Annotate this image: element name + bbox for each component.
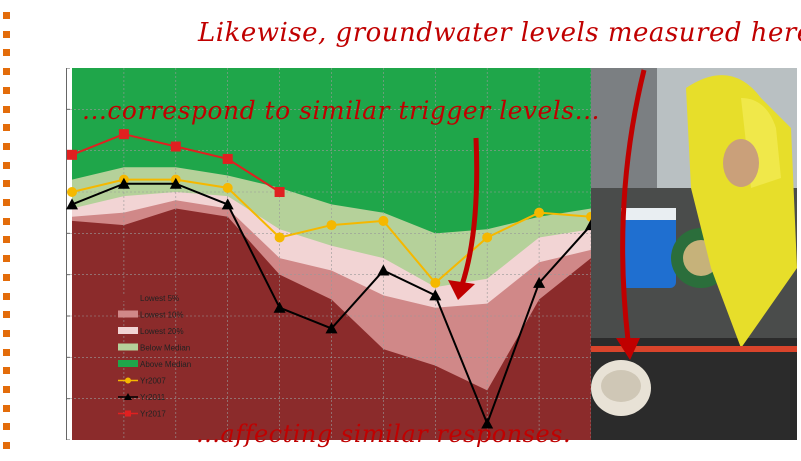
arrow-mid-to-chart: [459, 137, 480, 286]
bullet-square: [3, 105, 10, 113]
legend-label: Yr2007: [140, 377, 166, 386]
legend-marker: [125, 410, 131, 417]
yr2011-point: [429, 289, 442, 301]
legend-label: Below Median: [140, 344, 190, 353]
yr2007-point: [67, 187, 77, 197]
legend-swatch: [118, 360, 138, 367]
yr2017-point: [67, 149, 77, 160]
arrow-top-to-photo: [620, 69, 647, 341]
bullet-square: [3, 292, 10, 300]
yr2007-point: [534, 207, 545, 218]
bullet-square: [3, 68, 10, 76]
bullet-square: [3, 348, 10, 356]
bullet-square: [3, 236, 10, 244]
legend-swatch: [118, 327, 138, 334]
legend-marker: [124, 393, 132, 400]
bullet-square: [3, 329, 10, 337]
yr2011-point: [585, 219, 591, 231]
bullet-square: [3, 180, 10, 188]
yr2007-point: [222, 182, 233, 193]
yr2007-point: [378, 215, 389, 226]
yr2011-point: [169, 177, 182, 189]
bullet-column: [0, 0, 16, 461]
legend-label: Lowest 20%: [140, 327, 184, 336]
legend-swatch: [118, 294, 138, 301]
legend-label: Yr2017: [140, 410, 166, 419]
groundwater-chart: Lowest 5% Lowest 10% Lowest 20% Below Media…: [66, 68, 591, 440]
yr2017-point: [118, 129, 129, 140]
yr2007-point: [274, 232, 285, 243]
yr2011-point: [66, 198, 78, 210]
bullet-square: [3, 442, 10, 450]
bullet-square: [3, 142, 10, 150]
legend-label: Above Median: [140, 360, 191, 369]
legend-swatch: [118, 343, 138, 351]
yr2011-point: [221, 198, 234, 210]
yr2011-point: [533, 276, 546, 288]
bullet-square: [3, 217, 10, 225]
arrow-mid-head: [448, 280, 475, 300]
yr2011-point: [377, 264, 390, 276]
legend-label: Lowest 5%: [140, 294, 179, 303]
bullet-square: [3, 404, 10, 412]
bullet-square: [3, 49, 10, 57]
yr2007-point: [482, 232, 493, 243]
legend-label: Yr2011: [140, 393, 166, 402]
bullet-square: [3, 86, 10, 94]
yr2017-point: [274, 187, 285, 197]
bullet-square: [3, 199, 10, 206]
bullet-square: [3, 255, 10, 263]
legend-swatch: [118, 310, 138, 318]
bullet-square: [3, 311, 10, 319]
bullet-square: [3, 423, 10, 431]
yr2011-point: [273, 301, 286, 313]
bullet-square: [3, 273, 10, 281]
yr2007-point: [430, 277, 441, 288]
legend-label: Lowest 10%: [140, 311, 184, 320]
yr2011-point: [325, 322, 338, 334]
bullet-square: [3, 161, 10, 169]
yr2007-point: [326, 220, 337, 231]
bullet-square: [3, 30, 10, 38]
caption-middle: ...correspond to similar trigger levels.…: [82, 96, 600, 125]
arrow-top-head: [616, 338, 640, 360]
yr2011-point: [117, 177, 130, 189]
yr2011-point: [481, 417, 494, 429]
bullet-square: [3, 386, 10, 393]
caption-top: Likewise, groundwater levels measured he…: [198, 18, 801, 48]
legend-marker: [125, 377, 131, 384]
caption-bottom: ...affecting similar responses.: [196, 420, 572, 448]
yr2007-point: [586, 211, 591, 222]
yr2017-point: [222, 153, 233, 164]
bullet-square: [3, 124, 10, 132]
bullet-square: [3, 367, 10, 375]
yr2017-point: [170, 141, 181, 152]
bullet-square: [3, 12, 10, 19]
